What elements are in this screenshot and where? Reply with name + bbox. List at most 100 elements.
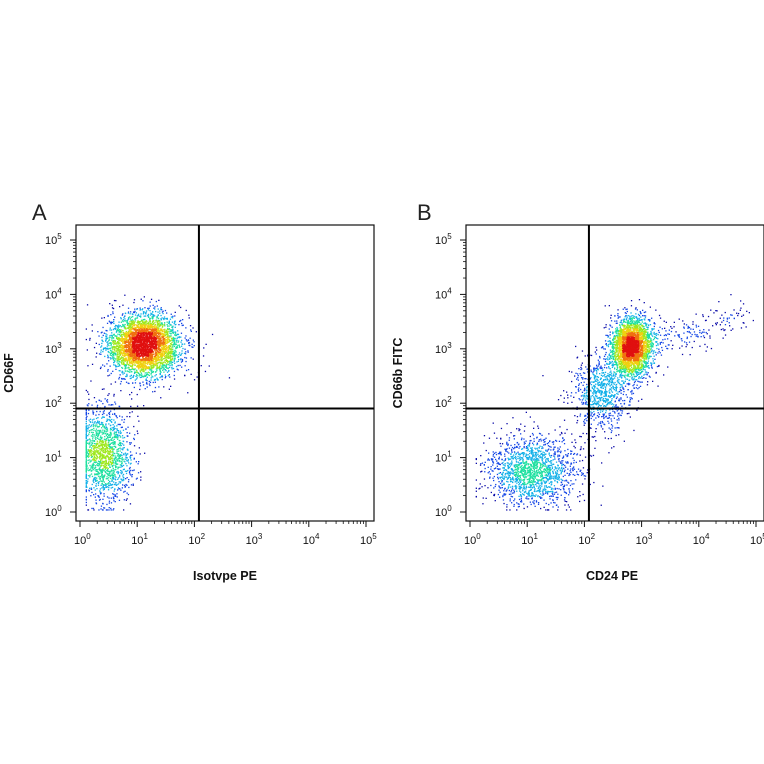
event-dot [111,447,113,449]
event-dot [128,354,130,356]
event-dot [129,362,131,365]
event-dot [111,442,113,444]
event-dot [87,412,90,415]
event-dot [148,366,150,369]
event-dot [93,446,96,449]
event-dot [149,310,151,312]
event-dot [188,341,190,344]
event-dot [149,346,151,348]
event-dot [113,419,115,421]
event-dot [133,445,136,447]
event-dot [109,353,112,355]
event-dot [145,367,147,369]
event-dot [117,459,119,461]
event-dot [109,416,111,419]
event-dot [123,355,126,357]
event-dot [125,357,127,359]
event-dot [127,426,129,428]
event-dot [118,442,121,444]
event-dot [124,326,126,328]
event-dot [187,392,189,394]
event-dot [134,350,136,352]
event-dot [163,331,165,333]
event-dot [126,339,128,341]
event-dot [89,439,91,441]
event-dot [126,375,128,378]
event-dot [103,481,105,483]
event-dot [166,339,168,341]
event-dot [173,378,176,380]
event-dot [130,333,132,336]
event-dot [157,328,159,330]
event-dot [119,354,121,356]
event-dot [160,358,162,360]
event-dot [127,370,129,373]
event-dot [103,484,105,486]
event-dot [94,465,96,467]
event-dot [95,461,98,463]
event-dot [89,469,91,471]
event-dot [103,465,105,468]
event-dot [185,369,188,372]
event-dot [136,369,138,371]
event-dot [125,428,127,430]
event-dot [124,358,126,360]
event-dot [172,327,174,329]
event-dot [146,382,148,384]
event-dot [169,354,172,357]
event-dot [95,503,98,505]
event-dot [149,343,151,346]
event-dot [120,348,122,351]
event-dot [172,340,174,342]
event-dot [129,503,132,505]
event-dot [96,488,98,490]
event-dot [164,309,167,312]
event-dot [125,453,127,455]
event-dot [166,312,168,314]
event-dot [122,346,125,348]
event-dot [135,461,137,463]
event-dot [134,344,136,346]
event-dot [85,436,87,438]
event-dot [153,343,155,345]
event-dot [90,488,92,490]
event-dot [112,451,114,453]
event-dot [118,460,120,462]
event-dot [164,364,166,367]
event-dot [104,428,106,430]
event-dot [118,405,120,407]
event-dot [176,337,178,339]
event-dot [228,377,231,379]
event-dot [102,469,104,472]
event-dot [90,487,92,489]
event-dot [100,461,102,463]
event-dot [113,408,115,411]
event-dot [117,327,119,329]
event-dot [187,369,190,371]
event-dot [159,334,162,336]
event-dot [101,469,103,471]
event-dot [110,329,113,331]
event-dot [106,509,108,511]
event-dot [124,339,126,341]
event-dot [125,455,127,457]
event-dot [169,345,172,347]
event-dot [175,332,177,334]
event-dot [173,350,175,352]
event-dot [171,338,173,340]
event-dot [130,469,132,472]
event-dot [156,351,159,353]
event-dot [133,335,136,338]
event-dot [120,442,122,444]
event-dot [144,372,146,374]
event-dot [110,447,112,449]
event-dot [168,320,170,322]
event-dot [159,373,161,376]
event-dot [110,428,113,431]
event-dot [85,483,87,485]
event-dot [128,338,131,340]
event-dot [121,347,123,349]
event-dot [110,421,113,423]
event-dot [117,437,119,439]
event-dot [122,480,124,482]
